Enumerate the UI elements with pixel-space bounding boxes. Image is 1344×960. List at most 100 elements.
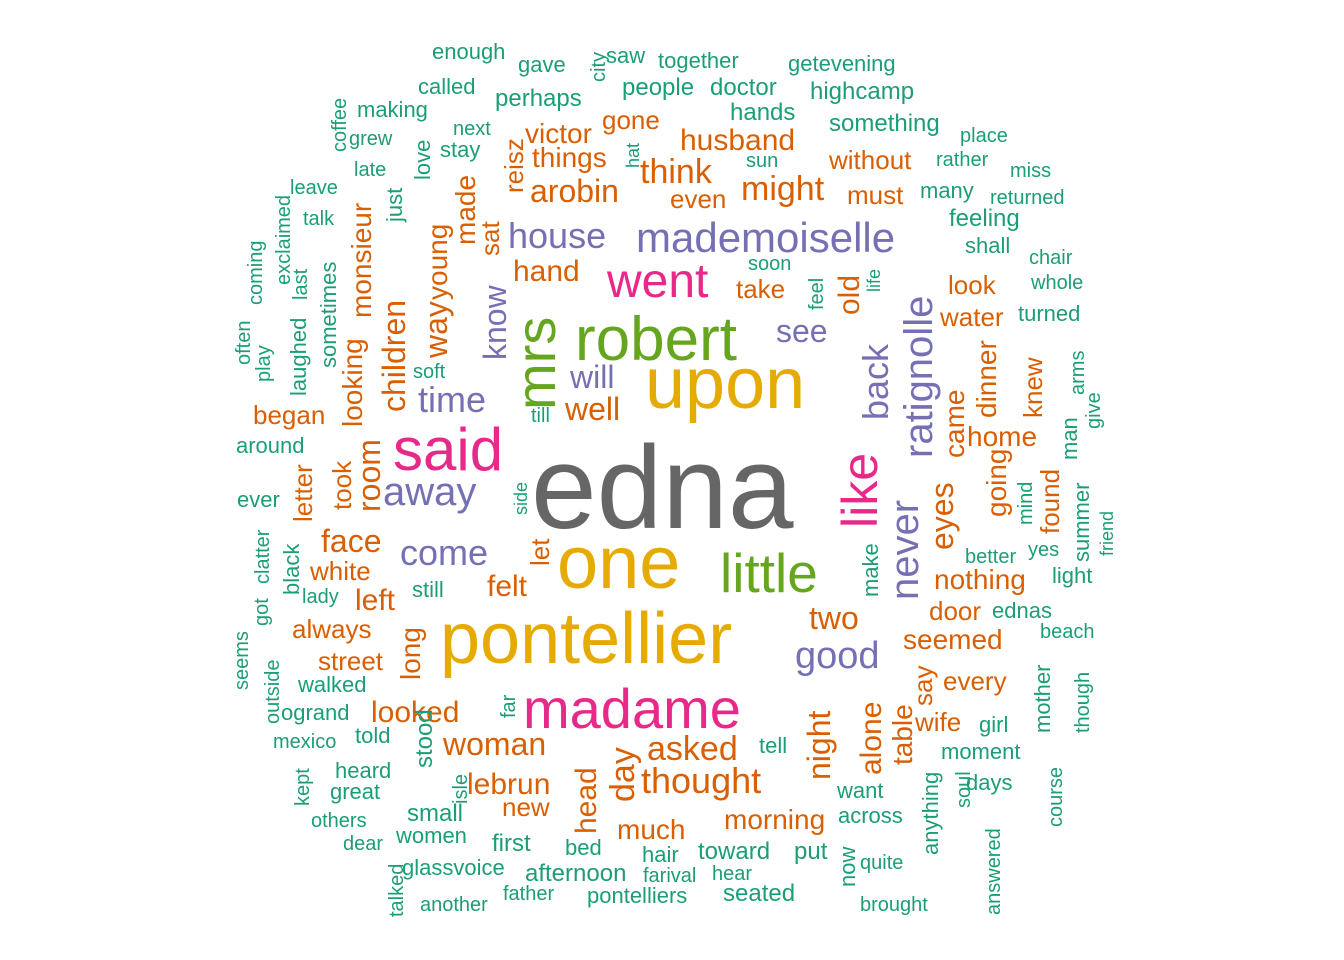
word-play: play [253,345,275,382]
word-feel: feel [806,278,828,310]
word-hair: hair [642,842,679,867]
word-heard: heard [335,758,391,783]
word-every: every [943,666,1007,696]
word-toward: toward [698,838,770,865]
word-friend: friend [1097,511,1117,556]
word-let: let [525,538,555,566]
word-seemed: seemed [903,624,1003,655]
word-morning: morning [724,804,825,835]
word-way: way [418,301,454,359]
word-come: come [400,532,488,573]
word-side: side [511,482,531,515]
word-got: got [251,598,273,626]
word-better: better [965,546,1016,568]
word-pontelliers: pontelliers [587,883,687,908]
word-dinner: dinner [971,340,1002,418]
word-outside: outside [262,660,284,725]
word-much: much [617,814,685,845]
word-ogrand: ogrand [281,700,350,725]
word-across: across [838,803,903,828]
word-house: house [508,215,606,256]
word-table: table [887,704,918,765]
word-hear: hear [712,863,752,885]
word-still: still [412,577,444,602]
word-doctor: doctor [710,74,777,101]
word-leave: leave [290,177,338,199]
word-turned: turned [1018,301,1080,326]
word-place: place [960,125,1008,147]
word-kept: kept [292,768,314,806]
word-light: light [1052,563,1092,588]
word-farival: farival [643,865,696,887]
word-together: together [658,48,739,73]
word-whole: whole [1030,272,1083,294]
word-well: well [564,391,620,427]
word-found: found [1035,469,1065,534]
word-old: old [833,275,866,315]
word-mrs: mrs [504,317,567,410]
word-hands: hands [730,99,795,126]
word-make: make [858,543,883,597]
word-went: went [606,255,708,308]
word-new: new [502,792,550,822]
word-pontellier: pontellier [440,599,732,679]
word-others: others [311,810,367,832]
word-felt: felt [487,570,528,603]
word-coffee: coffee [329,98,351,152]
word-feeling: feeling [949,205,1020,232]
word-walked: walked [297,672,366,697]
word-father: father [503,883,554,905]
word-think: think [640,153,713,191]
word-often: often [233,321,255,365]
word-far: far [498,694,520,718]
word-rather: rather [936,149,989,171]
word-returned: returned [990,187,1065,209]
word-next: next [453,118,491,140]
word-told: told [355,723,390,748]
word-highcamp: highcamp [810,78,914,105]
word-stay: stay [440,137,480,162]
word-put: put [794,838,828,865]
word-beach: beach [1040,621,1095,643]
word-without: without [828,145,912,175]
word-see: see [776,313,828,349]
word-two: two [809,600,859,636]
word-nothing: nothing [934,564,1026,595]
word-wife: wife [914,707,961,737]
word-brought: brought [860,894,928,916]
word-lebrun: lebrun [467,768,550,801]
word-made: made [450,175,481,245]
word-thought: thought [641,760,761,801]
word-great: great [330,779,380,804]
word-around: around [236,433,305,458]
word-ratignolle: ratignolle [897,296,941,458]
word-sometimes: sometimes [316,262,341,368]
word-looked: looked [371,696,459,729]
word-street: street [318,646,384,676]
word-black: black [279,543,304,595]
word-clatter: clatter [252,529,274,584]
word-one: one [557,521,680,604]
word-chair: chair [1029,247,1073,269]
word-arms: arms [1067,351,1089,395]
word-talk: talk [303,208,335,230]
word-alone: alone [855,702,888,775]
word-knew: knew [1018,357,1048,418]
word-robert: robert [575,305,737,374]
word-talked: talked [386,864,408,917]
word-husband: husband [680,124,795,157]
word-want: want [836,778,883,803]
word-just: just [382,188,407,223]
word-glassvoice: glassvoice [402,855,505,880]
word-soul: soul [953,771,975,808]
word-left: left [355,584,396,617]
word-long: long [395,627,426,680]
word-seated: seated [723,880,795,907]
word-reisz: reisz [499,138,529,193]
word-never: never [883,500,927,600]
word-saw: saw [606,43,645,68]
word-dear: dear [343,833,383,855]
word-shall: shall [965,233,1010,258]
word-girl: girl [979,712,1008,737]
word-exclaimed: exclaimed [273,195,295,285]
